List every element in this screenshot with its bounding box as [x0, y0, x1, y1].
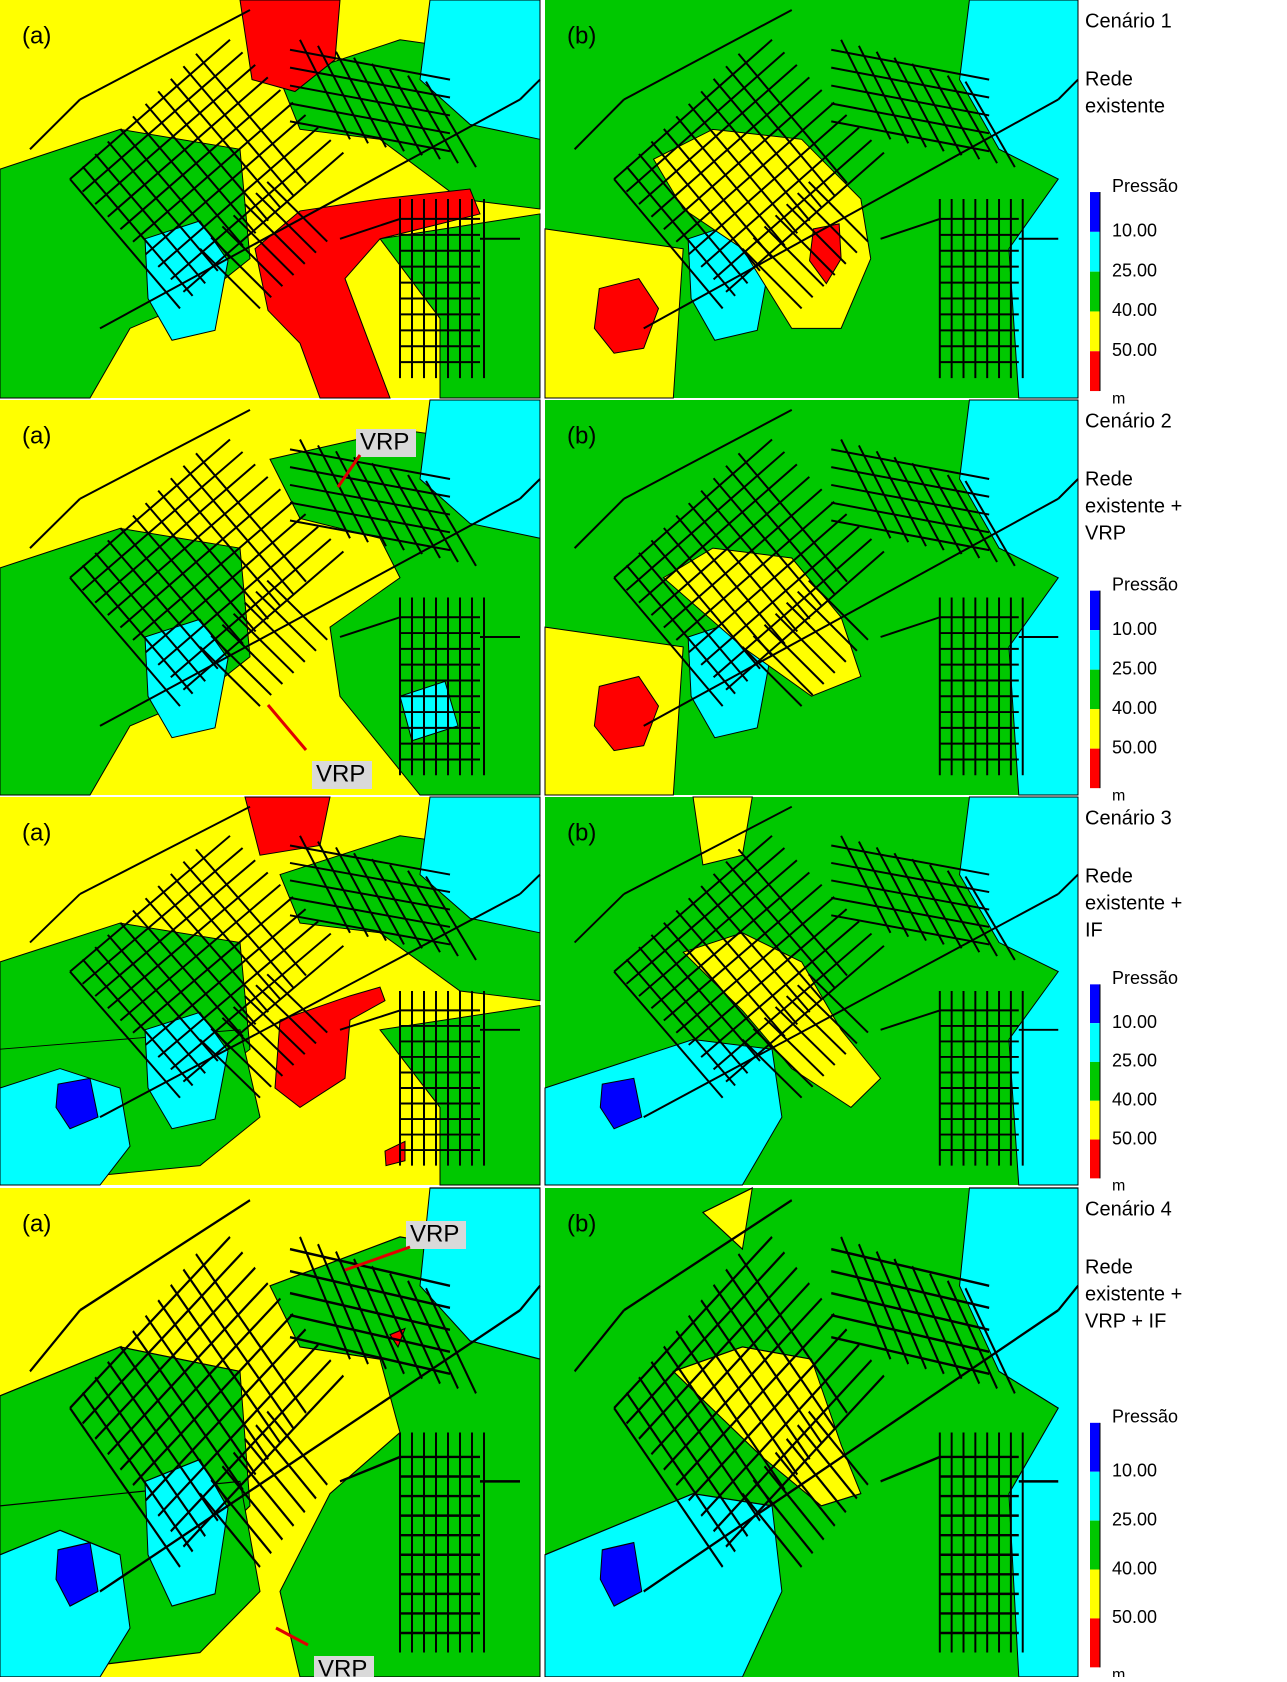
legend-swatch: [1090, 1062, 1100, 1101]
scenario-description: existente: [1085, 95, 1165, 117]
legend-swatch: [1090, 272, 1100, 312]
scenario-description: Rede: [1085, 1256, 1133, 1278]
legend-tick-label: 40.00: [1112, 1090, 1157, 1110]
legend-swatch: [1090, 351, 1100, 391]
scenario-description: Rede: [1085, 468, 1133, 490]
scenario: Cenário 2: [1085, 410, 1172, 432]
legend-title: Pressão: [1112, 176, 1178, 196]
map-panel: [545, 400, 1078, 795]
panel-label: (a): [22, 22, 51, 49]
scenario-description: VRP + IF: [1085, 1310, 1166, 1332]
panel-label: (a): [22, 1210, 51, 1237]
legend-tick-label: 25.00: [1112, 1051, 1157, 1071]
legend-swatch: [1090, 1140, 1100, 1179]
scenario-description: existente +: [1085, 495, 1182, 517]
legend-tick-label: 10.00: [1112, 619, 1157, 639]
panel-label: (a): [22, 819, 51, 846]
legend-swatch: [1090, 1570, 1100, 1619]
map-panel: [545, 1188, 1078, 1677]
legend-tick-label: 40.00: [1112, 698, 1157, 718]
figure: (a) (b) Cenário 1 Rede existente Pressão 10.00…: [0, 0, 1287, 1677]
legend-swatch: [1090, 1423, 1100, 1472]
legend-tick-label: 50.00: [1112, 737, 1157, 757]
legend-tick-label: 10.00: [1112, 1460, 1157, 1480]
vrp-label: VRP: [360, 428, 409, 455]
map-panel: [0, 400, 540, 795]
scenario-description: Rede: [1085, 865, 1133, 887]
legend-swatch: [1090, 1521, 1100, 1570]
legend-swatch: [1090, 630, 1100, 670]
page: {"rows": [ {"panel_a_label": "(a)", "pan…: [0, 0, 1287, 1677]
scenario-description: existente +: [1085, 892, 1182, 914]
vrp-label: VRP: [410, 1220, 459, 1247]
legend-title: Pressão: [1112, 574, 1178, 594]
legend-swatch: [1090, 1101, 1100, 1140]
legend-unit: m: [1112, 787, 1125, 804]
legend-swatch: [1090, 591, 1100, 631]
panel-label: (b): [567, 22, 596, 49]
legend-swatch: [1090, 1618, 1100, 1667]
panel-label: (a): [22, 422, 51, 449]
legend-swatch: [1090, 709, 1100, 749]
map-panel: [0, 0, 540, 398]
legend-tick-label: 10.00: [1112, 221, 1157, 241]
legend-swatch: [1090, 749, 1100, 789]
map-panel: [545, 0, 1078, 398]
legend-swatch: [1090, 984, 1100, 1023]
vrp-label: VRP: [318, 1655, 367, 1677]
panel-label: (b): [567, 1210, 596, 1237]
map-panel: [545, 797, 1078, 1185]
legend-tick-label: 25.00: [1112, 260, 1157, 280]
legend-tick-label: 50.00: [1112, 1607, 1157, 1627]
scenario-description: VRP: [1085, 522, 1126, 544]
legend-tick-label: 40.00: [1112, 1558, 1157, 1578]
legend-tick-label: 40.00: [1112, 300, 1157, 320]
legend-title: Pressão: [1112, 1407, 1178, 1427]
scenario: Cenário 1: [1085, 10, 1172, 32]
vrp-label: VRP: [316, 760, 365, 787]
legend-tick-label: 10.00: [1112, 1012, 1157, 1032]
legend-title: Pressão: [1112, 968, 1178, 988]
scenario-description: existente +: [1085, 1283, 1182, 1305]
map-panel: [0, 1188, 540, 1677]
panel-label: (b): [567, 422, 596, 449]
map-panel: [0, 797, 540, 1185]
scenario-description: IF: [1085, 919, 1103, 941]
legend-swatch: [1090, 1472, 1100, 1521]
scenario: Cenário 3: [1085, 807, 1172, 829]
legend-swatch: [1090, 232, 1100, 272]
legend-unit: m: [1112, 1667, 1125, 1677]
legend-unit: m: [1112, 390, 1125, 407]
legend-swatch: [1090, 192, 1100, 232]
scenario-description: Rede: [1085, 68, 1133, 90]
legend-tick-label: 50.00: [1112, 340, 1157, 360]
legend-unit: m: [1112, 1178, 1125, 1195]
legend-tick-label: 25.00: [1112, 1509, 1157, 1529]
panel-label: (b): [567, 819, 596, 846]
legend-tick-label: 25.00: [1112, 658, 1157, 678]
legend-swatch: [1090, 311, 1100, 351]
legend-swatch: [1090, 1023, 1100, 1062]
legend-swatch: [1090, 670, 1100, 710]
scenario: Cenário 4: [1085, 1198, 1172, 1220]
legend-tick-label: 50.00: [1112, 1128, 1157, 1148]
